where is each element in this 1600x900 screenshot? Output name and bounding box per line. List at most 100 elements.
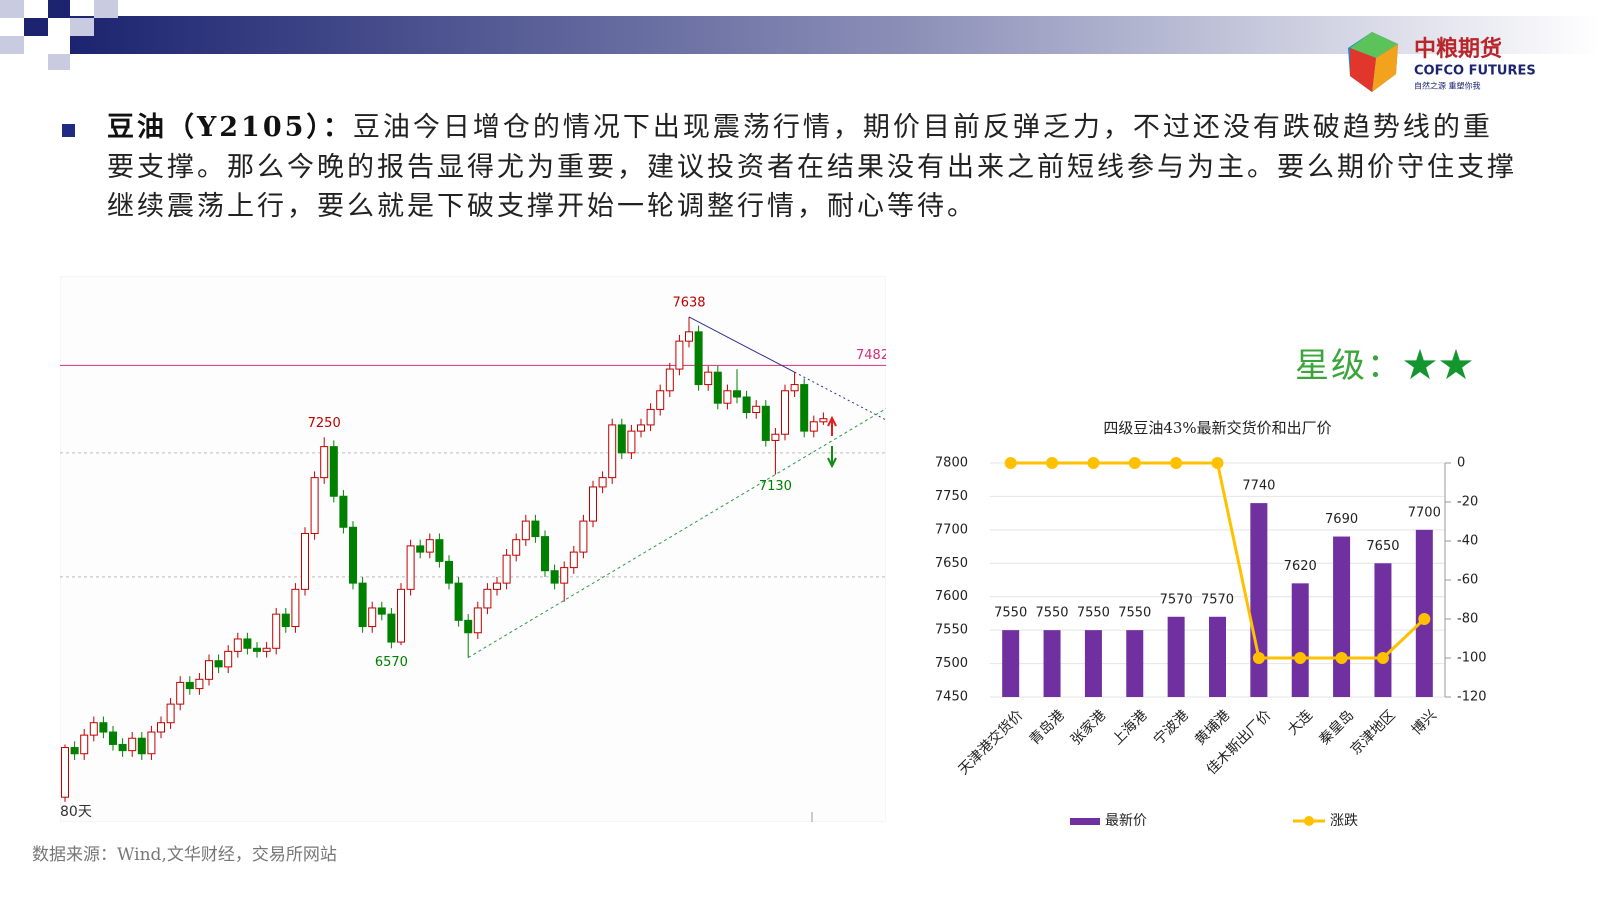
- deco: [48, 0, 70, 18]
- plot-bg: [60, 276, 886, 822]
- trend-line: [688, 316, 795, 373]
- period-label: 80天: [60, 804, 92, 820]
- rating-stars: ★★: [1403, 346, 1475, 386]
- candle-body: [569, 551, 578, 569]
- candle-body: [713, 371, 722, 404]
- candle-body: [349, 526, 357, 584]
- candle-body: [224, 650, 233, 668]
- logo-name: 中粮期货: [1414, 36, 1502, 62]
- x-tick-label: 上海港: [1109, 707, 1150, 748]
- bar: [1250, 503, 1268, 697]
- candle-body: [70, 747, 79, 755]
- candle-body: [617, 424, 626, 454]
- candle-body: [61, 747, 69, 798]
- x-tick-label: 博兴: [1408, 707, 1440, 739]
- candle-body: [665, 368, 674, 392]
- line-point: [1252, 652, 1265, 664]
- candle-body: [637, 424, 645, 432]
- candle-body: [800, 384, 809, 432]
- line-point: [1294, 652, 1307, 664]
- price-label: 7130: [759, 479, 792, 494]
- deco: [0, 36, 24, 54]
- arrow-up: [827, 415, 837, 436]
- x-tick-label: 青岛港: [1027, 707, 1068, 748]
- candle-body: [137, 737, 146, 755]
- candle-body: [694, 331, 703, 386]
- source: 数据来源：Wind,文华财经，交易所网站: [32, 845, 337, 865]
- candle-body: [262, 647, 271, 652]
- candle-body: [704, 371, 713, 386]
- y-tick-label: 7550: [935, 623, 968, 638]
- bar-label: 7700: [1408, 505, 1441, 520]
- logo: [1348, 32, 1398, 92]
- candle-body: [752, 405, 761, 414]
- bar: [1333, 536, 1351, 697]
- legend-label: 最新价: [1105, 813, 1147, 829]
- line-point: [1170, 457, 1183, 469]
- candle-body: [214, 660, 223, 668]
- level-label: 7482: [856, 348, 886, 363]
- bar-label: 7690: [1325, 512, 1358, 527]
- bar: [1043, 630, 1061, 697]
- bar: [1167, 616, 1185, 697]
- header-band: [70, 16, 1600, 54]
- y2-tick-label: -100: [1457, 651, 1487, 666]
- bar: [1002, 630, 1020, 697]
- line-point: [1376, 652, 1389, 664]
- legend-swatch: [1304, 816, 1314, 826]
- candle-body: [435, 539, 444, 562]
- x-tick-label: 张家港: [1067, 707, 1109, 749]
- price-label: 6570: [375, 655, 408, 670]
- y-tick-label: 7700: [935, 522, 968, 537]
- candle-body: [493, 582, 501, 590]
- bar: [1209, 616, 1226, 697]
- bar-label: 7550: [1035, 606, 1068, 621]
- candle-body: [118, 743, 127, 752]
- line-point: [1046, 457, 1059, 469]
- deco: [94, 0, 118, 18]
- bar-label: 7550: [1118, 606, 1151, 621]
- candle-body: [416, 545, 425, 553]
- bar: [1374, 563, 1392, 697]
- line-point: [1128, 457, 1141, 469]
- bar-label: 7550: [1077, 606, 1110, 621]
- candle-body: [454, 582, 463, 621]
- y-tick-label: 7800: [935, 456, 968, 471]
- candle-body: [272, 613, 281, 649]
- x-tick-label: 黄埔港: [1191, 707, 1233, 749]
- deco: [48, 54, 70, 70]
- line-point: [1087, 457, 1100, 469]
- candle-body: [406, 545, 415, 590]
- y-tick-label: 7750: [935, 489, 968, 504]
- candle-body: [233, 638, 242, 652]
- candle-body: [656, 390, 665, 410]
- candle-body: [253, 647, 261, 652]
- bar: [1291, 583, 1309, 697]
- candle-body: [195, 678, 204, 690]
- candle-body: [608, 424, 617, 479]
- trend-line: [794, 371, 886, 421]
- candle-body: [99, 722, 108, 733]
- candle-body: [243, 638, 252, 649]
- candle-body: [109, 731, 117, 745]
- candle-body: [627, 430, 636, 454]
- logo-slogan: 自然之源 重塑你我: [1414, 81, 1481, 91]
- x-tick-label: 京津地区: [1348, 707, 1399, 758]
- candle-body: [80, 734, 89, 755]
- chart-title: 四级豆油43%最新交货价和出厂价: [1103, 419, 1331, 437]
- bar: [1126, 630, 1144, 697]
- candle-body: [358, 582, 367, 628]
- arrow-down: [827, 446, 837, 469]
- candle-body: [185, 681, 194, 690]
- y-tick-label: 7450: [935, 690, 968, 705]
- y-tick-label: 7650: [935, 556, 968, 571]
- bar-label: 7570: [1201, 592, 1234, 607]
- y2-tick-label: -60: [1457, 573, 1478, 588]
- line-point: [1004, 457, 1017, 469]
- candle-body: [589, 486, 597, 522]
- candle-body: [473, 607, 482, 634]
- y2-tick-label: -80: [1457, 612, 1478, 627]
- bar-label: 7650: [1366, 539, 1399, 554]
- candle-body: [128, 737, 137, 752]
